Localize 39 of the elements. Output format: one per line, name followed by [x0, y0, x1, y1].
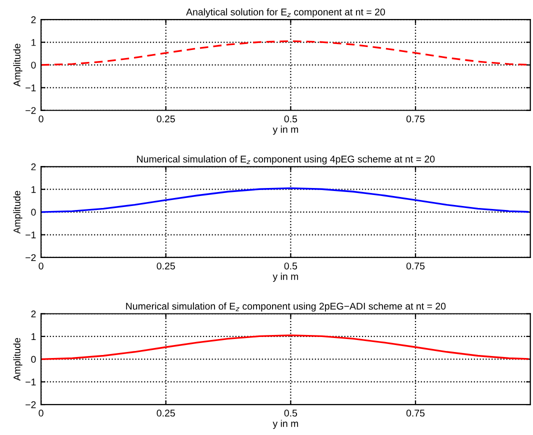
- x-tick-label: 0: [38, 115, 44, 122]
- x-tick-label: 0: [38, 410, 44, 417]
- x-tick-label: 0.75: [406, 115, 425, 122]
- chart-title: Analytical solution for E$_{z}$ component at nt = 20: [186, 8, 385, 18]
- y-axis-title: Amplitude: [13, 190, 22, 234]
- y-axis-title: Amplitude: [13, 44, 22, 87]
- y-tick-label: −1: [26, 84, 36, 92]
- y-tick-label: 0: [31, 356, 36, 363]
- chart-title: Numerical simulation of E$_{z}$ component using 2pEG−ADI scheme at nt = 20: [126, 302, 446, 312]
- y-tick-label: −2: [26, 401, 36, 408]
- y-tick-label: 2: [31, 16, 36, 24]
- x-tick-label: 0.5: [284, 262, 298, 270]
- y-tick-label: −1: [26, 378, 36, 386]
- x-tick-label: 0.25: [156, 410, 175, 417]
- y-tick-label: −1: [26, 232, 36, 238]
- x-tick-label: 0.25: [156, 115, 175, 122]
- y-tick-label: 2: [31, 310, 36, 318]
- x-tick-label: 0.5: [284, 115, 298, 122]
- y-tick-label: 1: [32, 186, 36, 193]
- line-series: [41, 40, 529, 66]
- x-tick-label: 0.75: [406, 410, 425, 417]
- y-axis-title: Amplitude: [13, 338, 22, 381]
- y-tick-label: −2: [26, 254, 36, 261]
- line-series: [41, 187, 529, 213]
- x-tick-label: 0.5: [284, 410, 298, 417]
- x-axis-title: y in m: [272, 420, 298, 429]
- x-axis-title: y in m: [272, 126, 298, 135]
- y-tick-label: −2: [26, 107, 36, 114]
- x-axis-title: y in m: [272, 272, 298, 282]
- line-series: [41, 334, 529, 360]
- chart-title: Numerical simulation of E$_{z}$ component using 4pEG scheme at nt = 20: [137, 155, 435, 164]
- y-tick-label: 2: [31, 163, 36, 170]
- y-tick-label: 0: [31, 62, 36, 69]
- y-tick-label: 0: [31, 208, 36, 216]
- x-tick-label: 0.25: [156, 262, 175, 270]
- x-tick-label: 0.75: [406, 262, 425, 270]
- y-tick-label: 1: [32, 39, 36, 46]
- y-tick-label: 1: [32, 333, 36, 340]
- x-tick-label: 0: [38, 262, 44, 270]
